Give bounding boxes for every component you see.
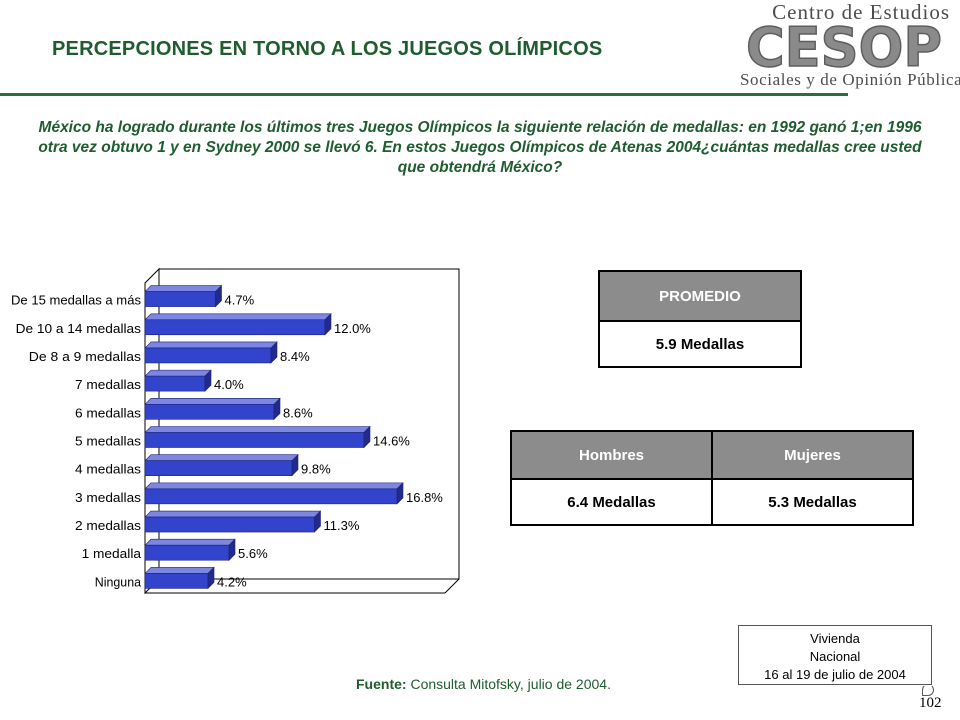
title-divider [0, 93, 848, 96]
data-label: 4.2% [217, 574, 247, 589]
bar-top-face [144, 510, 322, 518]
bar-top-face [144, 567, 215, 574]
data-label: 12.0% [334, 321, 371, 336]
data-label: 4.0% [214, 377, 244, 392]
medals-bar-chart: 4.7% De 15 medallas a más 12.0% De 10 a 14 … [11, 267, 460, 595]
bar [144, 347, 272, 364]
category-tick-label: 5 medallas [75, 435, 141, 449]
cesop-logo: Centro de Estudios CESOP Sociales y de O… [738, 0, 960, 94]
category-tick-label: 7 medallas [75, 378, 141, 392]
category-tick-label: De 15 medallas a más [11, 294, 141, 308]
bar-top-face [144, 454, 299, 461]
bar [144, 432, 365, 448]
data-label: 16.8% [406, 490, 443, 505]
category-tick-label: 4 medallas [75, 463, 141, 477]
bar-end-face [314, 510, 321, 533]
promedio-table: PROMEDIO 5.9 Medallas [598, 270, 802, 368]
survey-question: México ha logrado durante los últimos tr… [38, 119, 922, 176]
bar [144, 516, 315, 533]
promedio-value: 5.9 Medallas [598, 320, 802, 368]
data-label: 11.3% [324, 518, 360, 533]
bar-top-face [144, 398, 281, 405]
category-tick-label: De 10 a 14 medallas [16, 322, 141, 336]
logo-bottom-text: Sociales y de Opinión Pública [740, 70, 960, 89]
bar-end-face [270, 341, 278, 364]
bar-end-face [363, 425, 371, 449]
logo-top-text: Centro de Estudios [772, 0, 950, 24]
source-note: Fuente: Consulta Mitofsky, julio de 2004… [356, 676, 611, 692]
page-number: 102 [919, 695, 942, 711]
source-text: Consulta Mitofsky, julio de 2004. [406, 676, 611, 692]
bar [144, 319, 326, 336]
bar-top-face [144, 341, 278, 349]
bar [144, 404, 275, 420]
chart-floor-edge-right [444, 578, 460, 594]
bar-end-face [228, 538, 236, 561]
bar-end-face [207, 566, 215, 590]
bar-top-face [144, 538, 236, 546]
data-label: 14.6% [373, 434, 410, 449]
bar-end-face [291, 453, 299, 477]
bar-end-face [396, 482, 404, 505]
data-label: 9.8% [301, 462, 331, 477]
bar [144, 573, 209, 589]
mujeres-value: 5.3 Medallas [711, 478, 914, 526]
hombres-header: Hombres [510, 430, 713, 480]
bar-end-face [204, 369, 212, 392]
promedio-header: PROMEDIO [598, 270, 802, 322]
category-tick-label: Ninguna [95, 575, 141, 589]
category-tick-label: 2 medallas [75, 519, 141, 533]
bar [144, 544, 230, 561]
category-tick-label: 1 medalla [82, 547, 141, 561]
bar-top-face [144, 426, 371, 433]
bar [144, 488, 398, 505]
source-label: Fuente: [356, 676, 407, 692]
bar-end-face [324, 313, 332, 336]
category-tick-label: 3 medallas [75, 491, 141, 505]
category-tick-label: De 8 a 9 medallas [29, 350, 141, 364]
study-line-1: Vivienda [810, 631, 860, 646]
bar-end-face [273, 397, 281, 421]
study-line-2: Nacional [809, 649, 861, 664]
bar-top-face [144, 482, 404, 490]
logo-mark-text: CESOP [746, 22, 942, 70]
page-title: PERCEPCIONES EN TORNO A LOS JUEGOS OLÍMP… [52, 38, 603, 60]
category-tick-label: 6 medallas [75, 406, 141, 420]
gender-table: Hombres Mujeres 6.4 Medallas 5.3 Medalla… [510, 430, 914, 526]
bar [144, 460, 293, 476]
mujeres-header: Mujeres [711, 430, 914, 480]
logo-mark: CESOP [742, 22, 946, 70]
bar-top-face [144, 285, 223, 292]
bar [144, 375, 206, 392]
data-label: 5.6% [238, 546, 268, 561]
study-info-box: Vivienda Nacional 16 al 19 de julio de 2… [738, 625, 932, 685]
bar [144, 291, 216, 307]
study-line-3: 16 al 19 de julio de 2004 [764, 667, 906, 682]
page-curl-decoration [922, 684, 934, 696]
data-label: 8.4% [280, 349, 310, 364]
hombres-value: 6.4 Medallas [510, 478, 713, 526]
data-label: 8.6% [283, 405, 313, 420]
bar-top-face [144, 369, 212, 377]
bar-end-face [215, 284, 222, 308]
bar-top-face [144, 313, 332, 321]
data-label: 4.7% [225, 293, 255, 308]
